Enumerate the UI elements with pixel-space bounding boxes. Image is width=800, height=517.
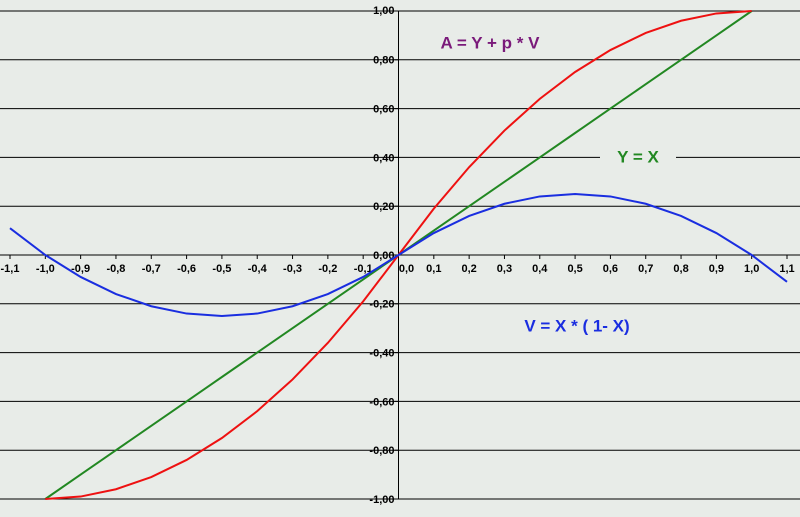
x-tick-label: 0,3 [497,263,512,275]
x-tick-label: 0,0 [399,263,414,275]
label-background [600,148,676,168]
y-tick-label: 0,20 [373,201,394,213]
x-tick-label: 1,0 [744,263,759,275]
x-tick-label: 0,7 [638,263,653,275]
x-tick-label: -0,1 [354,263,373,275]
x-tick-label: 0,5 [567,263,582,275]
x-tick-label: 0,1 [426,263,441,275]
x-tick-label: 0,6 [603,263,618,275]
y-tick-label: -1,00 [369,494,394,506]
y-tick-label: -0,60 [369,396,394,408]
series-line [9,192,788,318]
x-tick-label: -1,0 [36,263,55,275]
y-tick-label: -0,20 [369,299,394,311]
x-tick-label: -0,7 [142,263,161,275]
x-tick-label: -0,4 [248,263,268,275]
y-tick-label: 0,80 [373,55,394,67]
series-label: A = Y + p * V [441,33,541,52]
x-tick-label: 0,9 [709,263,724,275]
y-tick-label: 1,00 [373,5,394,17]
x-tick-label: 0,4 [532,263,548,275]
series-label: V = X * ( 1- X) [524,316,629,335]
y-tick-label: -0,80 [369,445,394,457]
x-tick-label: 1,1 [779,263,794,275]
x-tick-label: -0,3 [283,263,302,275]
x-tick-label: -0,8 [106,263,125,275]
x-tick-label: 0,8 [673,263,688,275]
x-tick-label: -1,1 [1,263,20,275]
x-tick-label: -0,2 [318,263,337,275]
x-tick-label: -0,5 [212,263,231,275]
x-tick-label: -0,6 [177,263,196,275]
y-tick-label: 0,60 [373,104,394,116]
y-tick-label: 0,40 [373,152,394,164]
y-tick-label: 0,00 [373,250,394,262]
x-tick-label: 0,2 [461,263,476,275]
series-label: Y = X [617,147,659,166]
y-tick-label: -0,40 [369,348,394,360]
x-tick-label: -0,9 [71,263,90,275]
